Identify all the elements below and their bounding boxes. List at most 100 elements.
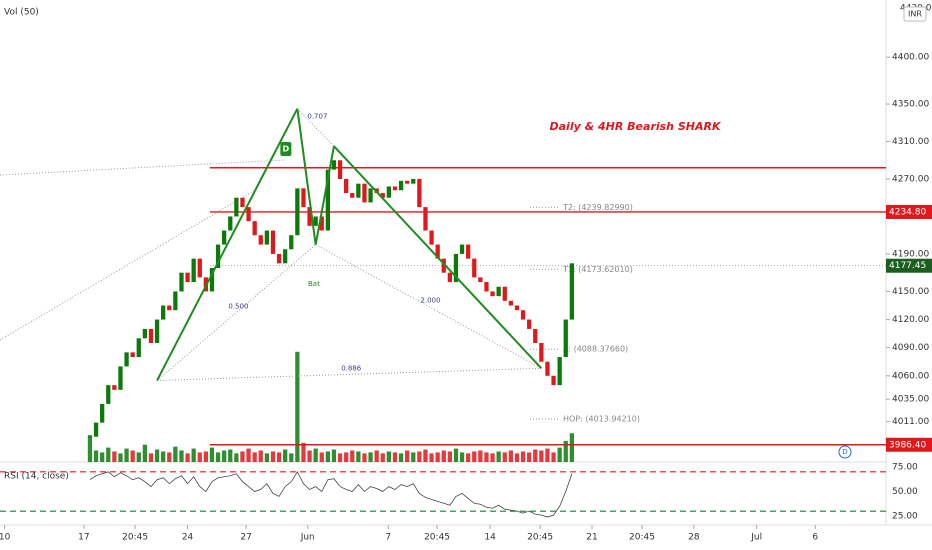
candle bbox=[258, 235, 263, 245]
volume-bar bbox=[478, 450, 483, 462]
candle bbox=[380, 193, 385, 198]
candle bbox=[234, 197, 239, 217]
volume-bar bbox=[179, 450, 184, 462]
volume-bar bbox=[203, 451, 209, 462]
volume-bar bbox=[222, 450, 227, 462]
x-tick-label: 24 bbox=[182, 533, 194, 543]
event-icon[interactable] bbox=[838, 445, 852, 459]
volume-bar bbox=[209, 447, 215, 462]
currency[interactable]: INR bbox=[908, 10, 922, 19]
candle bbox=[331, 160, 337, 170]
candle bbox=[179, 272, 184, 292]
candle bbox=[313, 216, 318, 226]
candle bbox=[514, 305, 520, 311]
candle bbox=[386, 186, 391, 198]
candle bbox=[569, 263, 574, 320]
volume-bar bbox=[148, 453, 154, 462]
volume-bar bbox=[142, 444, 148, 462]
candle bbox=[222, 230, 227, 245]
currency-box[interactable] bbox=[903, 6, 927, 22]
pattern-leg bbox=[314, 146, 335, 245]
candle bbox=[466, 244, 471, 259]
volume-bar bbox=[466, 453, 471, 462]
rsi-tick-label: 75.00 bbox=[892, 462, 918, 472]
x-tick-label: 28 bbox=[688, 533, 700, 543]
volume-bar bbox=[197, 452, 202, 462]
candle bbox=[368, 188, 373, 203]
pattern-leg bbox=[296, 108, 317, 245]
candle bbox=[344, 178, 349, 194]
candle bbox=[87, 436, 93, 438]
volume-bar bbox=[234, 453, 239, 462]
pattern-point-tag bbox=[280, 142, 292, 156]
y-tick-label: 4270.00 bbox=[892, 174, 929, 184]
y-tick-label: 4310.00 bbox=[892, 137, 929, 147]
candle bbox=[295, 188, 300, 236]
candle bbox=[307, 207, 312, 226]
event-icon-label[interactable]: D bbox=[842, 448, 847, 456]
candle bbox=[289, 235, 294, 250]
candle bbox=[167, 305, 172, 311]
volume-bar bbox=[167, 452, 172, 462]
candle bbox=[405, 180, 410, 184]
y-tick-label: 4035.00 bbox=[892, 395, 929, 405]
candle bbox=[459, 244, 465, 254]
volume-bar bbox=[106, 447, 111, 462]
candle bbox=[240, 197, 245, 208]
volume-bar bbox=[337, 453, 343, 462]
volume-bar bbox=[429, 453, 434, 462]
volume-bar bbox=[374, 450, 379, 462]
volume-bar bbox=[124, 448, 129, 462]
x-tick-label: 7 bbox=[385, 533, 391, 543]
annotation: Daily & 4HR Bearish SHARK bbox=[550, 120, 722, 133]
volume-bar bbox=[283, 449, 288, 462]
candle bbox=[124, 352, 129, 367]
candle bbox=[453, 253, 459, 283]
candle bbox=[197, 258, 202, 278]
candle bbox=[472, 258, 477, 278]
volume-bar bbox=[392, 452, 398, 462]
pattern-ratio: 0.500 bbox=[228, 303, 248, 311]
y-tick-label: 4060.00 bbox=[892, 371, 929, 381]
volume-bar bbox=[93, 450, 99, 462]
volume-bar bbox=[258, 450, 263, 462]
candle bbox=[496, 286, 501, 297]
candle bbox=[557, 357, 562, 386]
level-tag-label: 3986.40 bbox=[889, 440, 926, 450]
volume-bar bbox=[100, 452, 105, 462]
candle bbox=[533, 328, 538, 343]
volume-bar bbox=[484, 452, 489, 462]
volume-bar bbox=[545, 448, 550, 462]
volume-bar bbox=[435, 452, 440, 462]
y-tick-label: 4350.00 bbox=[892, 100, 929, 110]
candle bbox=[563, 319, 568, 358]
candle bbox=[447, 272, 452, 283]
candle bbox=[270, 230, 276, 254]
volume-bar bbox=[87, 435, 93, 462]
target-label: A: (4088.37660) bbox=[563, 345, 628, 354]
y-tick-label: 4190.00 bbox=[892, 249, 929, 259]
volume-bar bbox=[173, 446, 178, 462]
x-tick-label: 14 bbox=[484, 533, 496, 543]
volume-bar bbox=[368, 452, 373, 462]
volume-bar bbox=[539, 450, 544, 462]
candle bbox=[154, 319, 160, 343]
volume-bar bbox=[411, 452, 416, 462]
level-tag-label: 4234.80 bbox=[889, 207, 926, 217]
target-label: HOP: (4013.94210) bbox=[563, 414, 640, 423]
y-tick-label: 4400.00 bbox=[892, 53, 929, 63]
level-tag-label: 4177.45 bbox=[889, 261, 926, 271]
candle bbox=[411, 178, 416, 184]
volume-bar bbox=[472, 451, 477, 462]
volume-bar bbox=[350, 450, 355, 462]
candle bbox=[246, 207, 251, 222]
volume-bar bbox=[136, 452, 141, 462]
rsi-line bbox=[89, 471, 573, 518]
candle bbox=[551, 375, 556, 386]
volume-bar bbox=[459, 452, 465, 462]
volume-bar bbox=[569, 433, 574, 462]
target-label: T2: (4239.82990) bbox=[562, 203, 633, 212]
volume-bar bbox=[319, 452, 324, 462]
volume-bar bbox=[502, 452, 507, 462]
